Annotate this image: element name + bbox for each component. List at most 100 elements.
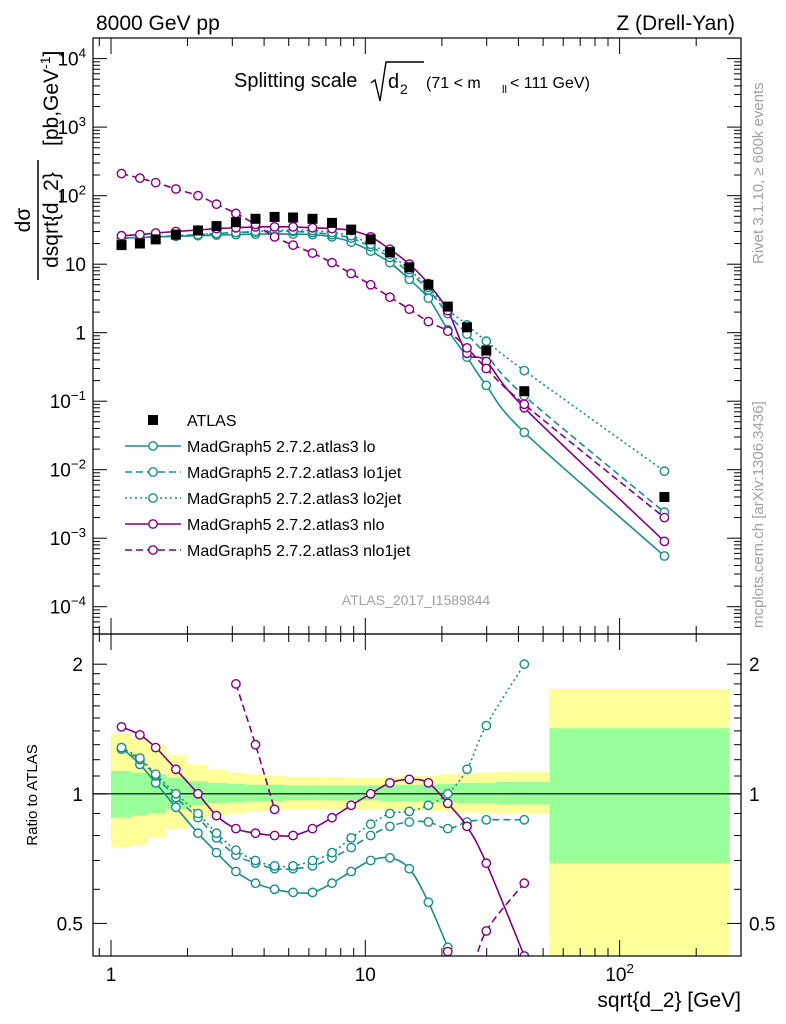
series-line <box>121 230 665 513</box>
series-point <box>230 208 241 219</box>
series-point <box>193 808 203 819</box>
series-line <box>235 683 276 810</box>
series-point <box>193 190 203 201</box>
series-point <box>269 861 280 871</box>
series-point <box>404 806 415 817</box>
series-point <box>307 222 318 233</box>
series-point <box>346 866 357 877</box>
series-point <box>346 842 357 853</box>
mcplots-label: mcplots.cern.ch [arXiv:1306.3436] <box>750 401 767 628</box>
series-point <box>134 173 145 184</box>
series-dotted-teal <box>116 659 530 871</box>
series-point <box>519 365 530 376</box>
ratio-tick-label: 0.5 <box>57 914 83 935</box>
xlabel: sqrt{d_2} [GeV] <box>597 989 741 1012</box>
series-point <box>269 884 280 895</box>
legend-entry: MadGraph5 2.7.2.atlas3 nlo <box>125 517 385 534</box>
series-point <box>327 257 337 268</box>
atlas-point <box>269 211 280 222</box>
series-point <box>288 830 298 841</box>
ratio-tick-label-right: 2 <box>749 655 760 676</box>
ylabel-numerator: dσ <box>12 208 35 233</box>
tick-label-base: 10 <box>50 461 71 482</box>
atlas-point <box>193 225 203 236</box>
band-inner <box>303 785 323 801</box>
tick-label-base: 10 <box>57 118 78 139</box>
series-point <box>404 304 415 315</box>
tick-label-base: 1 <box>106 965 117 986</box>
ratio-bands <box>93 689 741 956</box>
series-point <box>442 788 453 799</box>
series-point <box>659 536 670 547</box>
tick-label-exp: −1 <box>71 388 86 403</box>
series-point <box>519 427 530 438</box>
tick-label: 103 <box>57 114 86 139</box>
legend-marker <box>148 519 158 529</box>
series-point <box>463 976 471 984</box>
series-point <box>193 828 203 839</box>
atlas-point <box>230 217 241 228</box>
legend-label: ATLAS <box>187 413 237 430</box>
series-point <box>442 946 453 956</box>
tick-label-exp: 2 <box>79 183 86 198</box>
legend-entry: MadGraph5 2.7.2.atlas3 lo1jet <box>125 465 402 482</box>
atlas-point <box>170 229 181 240</box>
legend-marker <box>148 493 158 503</box>
atlas-point <box>250 213 261 224</box>
series-point <box>327 812 337 823</box>
series-solid-purple <box>116 722 530 956</box>
ratio-series <box>116 659 530 984</box>
header-process: Z (Drell-Yan) <box>616 12 735 35</box>
series-point <box>659 512 670 523</box>
atlas-point <box>134 238 145 249</box>
tick-label-base: 10 <box>50 598 71 619</box>
ylabel-unit-text: [pb,GeV <box>40 69 63 146</box>
legend-atlas-marker <box>148 415 158 425</box>
series-point <box>288 240 298 251</box>
series-point <box>288 221 298 232</box>
series-point <box>269 830 280 841</box>
series-point <box>519 878 530 889</box>
ratio-tick-label: 1 <box>72 785 83 806</box>
series-point <box>250 828 261 839</box>
main-title-range-end: < 111 GeV) <box>510 75 590 92</box>
series-point <box>230 866 241 877</box>
tick-label-base: 10 <box>50 392 71 413</box>
series-point <box>481 363 492 374</box>
series-point <box>365 855 376 866</box>
tick-label-exp: 4 <box>79 46 86 61</box>
series-point <box>307 887 318 898</box>
ratio-tick-label: 2 <box>72 655 83 676</box>
atlas-point <box>150 234 161 245</box>
series-point <box>288 861 298 871</box>
series-point <box>250 855 261 866</box>
tick-label-exp: 3 <box>79 114 86 129</box>
series-point <box>404 774 415 785</box>
tick-label: 1 <box>75 324 86 345</box>
atlas-point <box>327 217 337 228</box>
series-point <box>423 293 434 303</box>
series-point <box>269 221 280 232</box>
series-point <box>442 823 453 834</box>
series-point <box>462 342 472 353</box>
series-point <box>384 808 395 819</box>
series-point <box>250 739 261 750</box>
series-point <box>442 326 453 337</box>
series-point <box>307 855 318 866</box>
ratio-tick-label-right: 1 <box>749 785 760 806</box>
series-point <box>481 814 492 825</box>
series-point <box>481 720 492 731</box>
series-point <box>423 800 434 811</box>
tick-label-exp: −2 <box>71 457 86 472</box>
band-inner <box>342 785 361 801</box>
sqrt-sign <box>370 61 424 102</box>
series-point <box>481 336 492 347</box>
series-point <box>230 845 241 855</box>
ratio-frame <box>92 633 742 957</box>
series-point <box>519 659 530 670</box>
series-point <box>346 800 357 811</box>
rivet-label: Rivet 3.1.10, ≥ 600k events <box>750 82 767 264</box>
band-inner <box>549 728 730 864</box>
series-point <box>134 229 145 240</box>
